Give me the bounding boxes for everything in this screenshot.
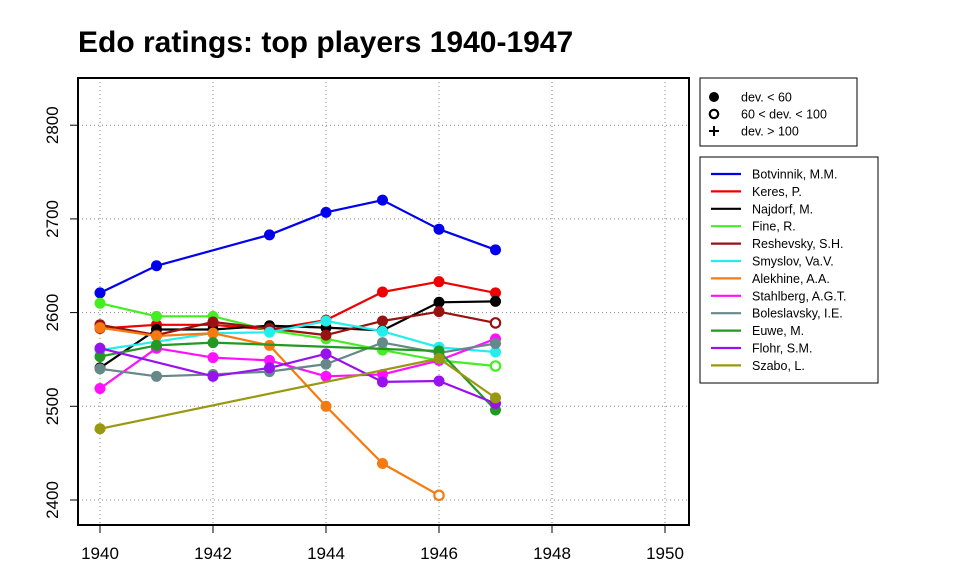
y-tick-label: 2600 [43,294,62,332]
legend-label-stahlberg-a-g-t: Stahlberg, A.G.T. [752,289,847,303]
data-point [320,315,332,327]
data-point [207,370,219,382]
legend-symbol-plus [709,126,719,136]
data-point [264,362,275,374]
x-tick-label: 1940 [81,544,119,563]
data-point [320,206,332,218]
y-tick-label: 2700 [43,200,62,238]
data-point [151,310,162,322]
x-axis: 1940 1942 1944 1946 1948 1950 [81,525,684,563]
data-point [151,339,162,351]
data-point [94,423,106,435]
data-point [207,316,219,328]
data-point [377,286,388,298]
legend-label-flohr-s-m: Flohr, S.M. [752,342,812,356]
data-point [94,363,106,375]
data-point [377,376,388,388]
data-point [433,276,445,288]
data-point [489,317,502,329]
data-point [490,295,501,307]
data-point [433,296,445,308]
data-point [94,382,106,394]
data-point [377,337,388,349]
chart-title: Edo ratings: top players 1940-1947 [78,26,573,59]
symbol-legend-box [699,77,858,147]
y-tick-label: 2800 [43,106,62,144]
series-botvinnik-m-m [94,194,501,299]
legend-label-szabo-l: Szabo, L. [752,359,805,373]
legend-symbol-open-circle [708,108,720,120]
symbol-legend-label: dev. > 100 [741,125,799,139]
data-point [207,327,219,339]
data-point [94,322,106,334]
series-flohr-s-m [94,342,501,409]
data-point [264,326,275,338]
series-legend: Botvinnik, M.M. Keres, P. Najdorf, M. Fine,… [699,156,879,384]
plot-frame [77,77,690,526]
legend-label-euwe-m: Euwe, M. [752,324,804,338]
legend-label-najdorf-m: Najdorf, M. [752,202,813,216]
data-point [94,287,106,299]
y-axis: 2400 2500 2600 2700 2800 [43,106,78,519]
data-point [377,457,388,469]
data-point [207,352,219,364]
x-tick-label: 1942 [194,544,232,563]
data-point [377,315,388,327]
legend-symbol-filled-circle [709,92,719,102]
x-tick-label: 1950 [646,544,684,563]
data-point [151,330,162,342]
data-point [433,353,445,365]
data-point [207,337,219,349]
x-tick-label: 1944 [307,544,345,563]
data-point [320,348,332,360]
series-line [99,280,496,331]
data-point [151,370,162,382]
data-point [433,375,445,387]
data-point [320,370,332,382]
data-point [490,338,501,350]
data-point [264,229,275,241]
legend-label-boleslavsky-i-e: Boleslavsky, I.E. [752,307,843,321]
series-layer [94,194,502,502]
data-point [320,329,332,341]
data-point [377,194,388,206]
legend-label-botvinnik-m-m: Botvinnik, M.M. [752,168,837,182]
data-point [433,306,445,318]
data-point [490,392,501,404]
series-line [99,302,496,368]
data-point [490,346,501,358]
y-tick-label: 2500 [43,387,62,425]
data-point [94,297,106,309]
data-point [94,342,106,354]
legend-label-fine-r: Fine, R. [752,220,796,234]
symbol-legend: dev. < 60 60 < dev. < 100 dev. > 100 [699,77,858,147]
x-tick-label: 1946 [420,544,458,563]
series-szabo-l [94,353,501,435]
data-point [151,260,162,272]
data-point [490,287,501,299]
series-line [99,310,496,337]
data-point [433,489,445,502]
data-point [433,223,445,235]
legend-label-keres-p: Keres, P. [752,185,802,199]
legend-label-alekhine-a-a: Alekhine, A.A. [752,272,830,286]
grid [78,78,689,525]
data-point [490,244,501,256]
data-point [94,351,106,363]
legend-label-reshevsky-s-h: Reshevsky, S.H. [752,237,843,251]
legend-label-smyslov-va-v: Smyslov, Va.V. [752,255,834,269]
y-tick-label: 2400 [43,481,62,519]
series-legend-box [699,156,879,384]
data-point [377,325,388,337]
data-point [320,358,332,370]
data-point [320,400,332,412]
data-point [489,360,502,372]
symbol-legend-label: dev. < 60 [741,91,792,105]
symbol-legend-label: 60 < dev. < 100 [741,108,827,122]
x-tick-label: 1948 [533,544,571,563]
